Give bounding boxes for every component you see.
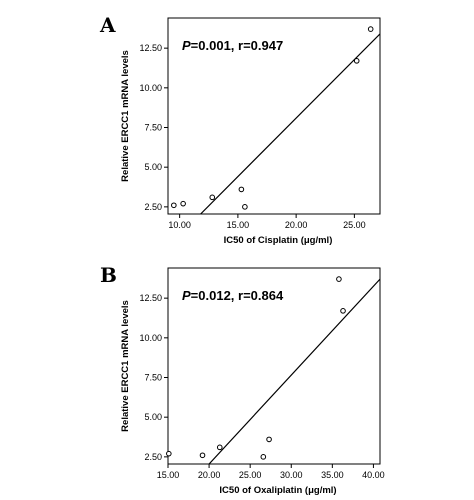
annotation-values: =0.001, r=0.947 <box>191 38 284 53</box>
y-axis-label-b: Relative ERCC1 mRNA levels <box>120 300 131 432</box>
fit-line-b <box>208 278 380 464</box>
y-tick-label-b: 10.00 <box>139 333 162 343</box>
y-tick-label-a: 5.00 <box>144 162 162 172</box>
x-tick-label-b: 25.00 <box>239 470 262 480</box>
data-point-b <box>340 308 346 314</box>
panel-letter-a: A <box>99 13 116 37</box>
x-tick-label-a: 10.00 <box>168 220 191 230</box>
correlation-annotation-a: P=0.001, r=0.947 <box>182 38 283 53</box>
y-tick-label-a: 7.50 <box>144 123 162 133</box>
y-tick-label-b: 5.00 <box>144 412 162 422</box>
x-tick-label-a: 15.00 <box>227 220 250 230</box>
y-tick-label-b: 12.50 <box>139 293 162 303</box>
data-point-a <box>209 194 216 201</box>
data-point-a <box>238 186 245 193</box>
x-tick-label-b: 35.00 <box>321 470 344 480</box>
annotation-p-symbol: P <box>182 38 191 53</box>
data-point-b <box>266 436 272 443</box>
data-point-a <box>367 26 374 32</box>
y-tick-label-b: 7.50 <box>144 373 162 383</box>
data-point-b <box>260 454 267 460</box>
data-point-b <box>199 452 206 459</box>
data-point-a <box>180 200 186 207</box>
data-point-a <box>242 204 248 210</box>
data-point-b <box>166 450 172 457</box>
x-tick-label-b: 30.00 <box>280 470 303 480</box>
data-point-a <box>353 58 360 64</box>
x-tick-label-a: 20.00 <box>285 220 308 230</box>
data-point-a <box>171 202 177 209</box>
data-point-b <box>336 276 342 282</box>
x-tick-label-b: 15.00 <box>157 470 180 480</box>
correlation-annotation-b: P=0.012, r=0.864 <box>182 288 284 303</box>
y-tick-label-a: 10.00 <box>139 83 162 93</box>
x-axis-label-b: IC50 of Oxaliplatin (μg/ml) <box>219 485 336 496</box>
x-tick-label-b: 40.00 <box>362 470 385 480</box>
x-axis-label-a: IC50 of Cisplatin (μg/ml) <box>224 235 333 246</box>
annotation-p-symbol: P <box>182 288 191 303</box>
data-point-b <box>216 444 223 451</box>
panel-letter-b: B <box>100 263 117 287</box>
y-tick-label-a: 2.50 <box>144 202 162 212</box>
x-tick-label-b: 20.00 <box>198 470 221 480</box>
x-tick-label-a: 25.00 <box>343 220 366 230</box>
fit-line-a <box>200 33 380 214</box>
plot-frame-a <box>167 17 381 215</box>
y-axis-label-a: Relative ERCC1 mRNA levels <box>120 50 131 182</box>
y-tick-label-a: 12.50 <box>139 43 162 53</box>
plot-frame-b <box>167 267 381 465</box>
annotation-values: =0.012, r=0.864 <box>191 288 284 303</box>
y-tick-label-b: 2.50 <box>144 452 162 462</box>
